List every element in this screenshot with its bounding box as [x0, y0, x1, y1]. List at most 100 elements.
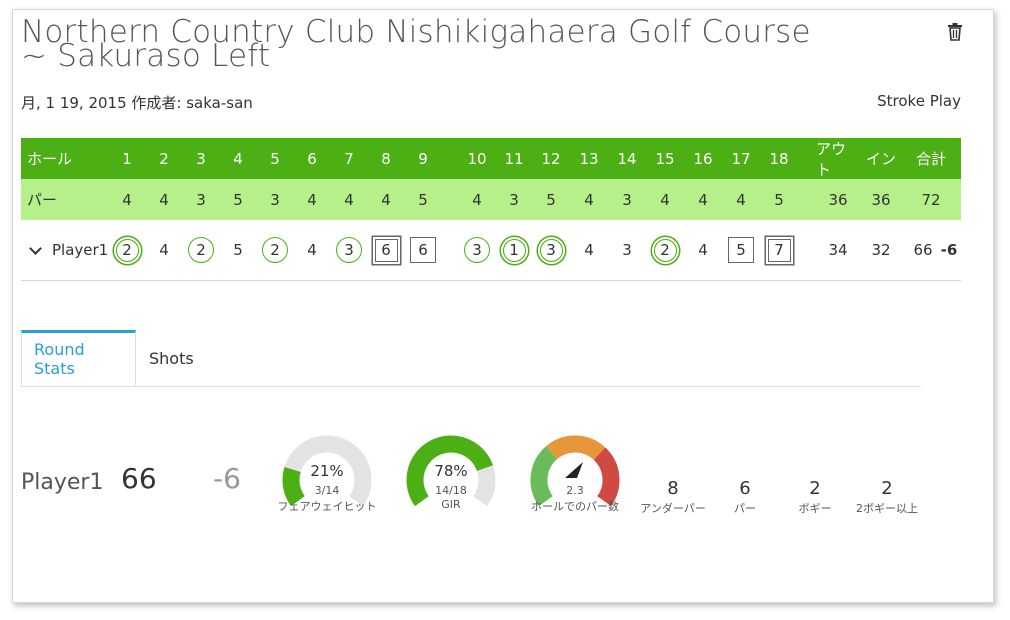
score-hole-18-value: 7	[767, 238, 791, 262]
score-hole-2-value: 4	[159, 241, 169, 259]
putts-gauge-needle	[565, 462, 583, 478]
par-hole-1: 4	[122, 190, 132, 209]
scorecard-header-row: ホール 1 2 3 4 5 6 7 8 9 10 11 12 13 14 15 16 17 18 アウト イン 合計	[21, 138, 961, 179]
gir-fraction: 14/18	[435, 484, 467, 497]
par-hole-9: 5	[418, 190, 428, 209]
course-title: Northern Country Club Nishikigahaera Gol…	[21, 14, 811, 74]
score-hole-1-value: 2	[115, 238, 139, 262]
fairway-percent: 21%	[310, 462, 344, 480]
trash-icon[interactable]	[947, 22, 963, 42]
hole-number-12: 12	[541, 149, 561, 168]
out-header: アウト	[816, 139, 847, 179]
par-hole-17: 4	[736, 190, 746, 209]
putts-gauge-green	[530, 446, 558, 507]
par-hole-6: 4	[307, 190, 317, 209]
score-hole-3: 2	[184, 220, 218, 280]
score-hole-4-value: 5	[233, 241, 243, 259]
par-hole-11: 3	[509, 190, 519, 209]
score-hole-14: 3	[610, 220, 644, 280]
hole-number-2: 2	[159, 149, 169, 168]
fairway-label: フェアウェイヒット	[277, 500, 377, 513]
score-hole-9-value: 6	[410, 237, 436, 263]
score-hole-5-value: 2	[262, 237, 288, 263]
par-hole-3: 3	[196, 190, 206, 209]
hole-number-9: 9	[418, 149, 428, 168]
par-hole-8: 4	[381, 190, 391, 209]
score-hole-7: 3	[332, 220, 366, 280]
par-hole-4: 5	[233, 190, 243, 209]
hole-number-15: 15	[655, 149, 675, 168]
scorecard-table: ホール 1 2 3 4 5 6 7 8 9 10 11 12 13 14 15 16 17 18 アウト イン 合計 パ…	[21, 138, 961, 281]
putts-gauge	[530, 435, 620, 507]
score-hole-12: 3	[534, 220, 568, 280]
gir-gauge-fill	[406, 435, 493, 507]
score-hole-17-value: 5	[728, 237, 754, 263]
total-header: 合計	[915, 150, 946, 168]
hole-number-11: 11	[504, 149, 524, 168]
score-hole-6: 4	[295, 220, 329, 280]
chevron-down-icon	[29, 241, 42, 255]
score-hole-9: 6	[406, 220, 440, 280]
fairway-gauge-fill	[282, 467, 306, 507]
in-header: イン	[865, 150, 896, 168]
round-meta: 月, 1 19, 2015 作成者: saka-san	[21, 94, 253, 112]
hole-number-6: 6	[307, 149, 317, 168]
score-hole-15-value: 2	[653, 238, 677, 262]
play-mode: Stroke Play	[877, 92, 961, 110]
hole-number-3: 3	[196, 149, 206, 168]
score-hole-18: 7	[762, 220, 796, 280]
putts-gauge-orange	[546, 435, 606, 461]
bogey-count: 2	[809, 478, 821, 499]
hole-number-5: 5	[270, 149, 280, 168]
tab-round-stats[interactable]: Round Stats	[21, 330, 136, 386]
par-total: 72	[921, 190, 941, 209]
under-par-count: 8	[667, 478, 679, 499]
hole-number-8: 8	[381, 149, 391, 168]
score-hole-16-value: 4	[698, 241, 708, 259]
par-hole-15: 4	[660, 190, 670, 209]
hole-number-18: 18	[769, 149, 789, 168]
score-hole-17: 5	[724, 220, 758, 280]
par-hole-2: 4	[159, 190, 169, 209]
par-hole-16: 4	[698, 190, 708, 209]
scorecard-player-row[interactable]: Player1 2 4 2 5 2 4 3 6 6 3 1 3 4 3 2 4 5 7 34 32 66 -6	[21, 220, 961, 281]
score-hole-13: 4	[572, 220, 606, 280]
score-hole-10: 3	[460, 220, 494, 280]
par-hole-13: 4	[584, 190, 594, 209]
par-hole-10: 4	[472, 190, 482, 209]
putts-value: 2.3	[566, 484, 584, 497]
score-hole-2: 4	[147, 220, 181, 280]
score-hole-14-value: 3	[622, 241, 632, 259]
player-total: 66	[913, 241, 933, 259]
gir-percent: 78%	[434, 462, 468, 480]
par-hole-5: 3	[270, 190, 280, 209]
hole-number-10: 10	[467, 149, 487, 168]
putts-label: ホールでのパー数	[531, 500, 619, 513]
stats-total-score: 66	[121, 462, 157, 495]
stats-tabs: Round Stats Shots	[21, 330, 921, 387]
score-hole-13-value: 4	[584, 241, 594, 259]
hole-number-13: 13	[579, 149, 599, 168]
par-count: 6	[739, 478, 751, 499]
score-hole-15: 2	[648, 220, 682, 280]
score-hole-1: 2	[110, 220, 144, 280]
player-in: 32	[871, 241, 891, 259]
tab-shots[interactable]: Shots	[149, 348, 194, 368]
par-hole-7: 4	[344, 190, 354, 209]
score-hole-4: 5	[221, 220, 255, 280]
hole-number-4: 4	[233, 149, 243, 168]
par-hole-18: 5	[774, 190, 784, 209]
par-label: パー	[734, 502, 756, 515]
score-hole-8-value: 6	[374, 238, 398, 262]
round-stats-panel: Player1 66 -6 21% 3/14 フェアウェイヒット 78% 14/…	[21, 430, 961, 540]
hole-header-label: ホール	[27, 150, 73, 168]
gir-label: GIR	[441, 498, 461, 511]
score-hole-11-value: 1	[502, 238, 526, 262]
hole-number-16: 16	[693, 149, 713, 168]
score-hole-16: 4	[686, 220, 720, 280]
player-row-name: Player1	[52, 241, 109, 259]
par-row-label: パー	[27, 191, 58, 209]
player-diff: -6	[940, 241, 958, 259]
double-bogey-label: 2ボギー以上	[856, 502, 918, 515]
player-row-toggle[interactable]: Player1	[27, 220, 108, 280]
